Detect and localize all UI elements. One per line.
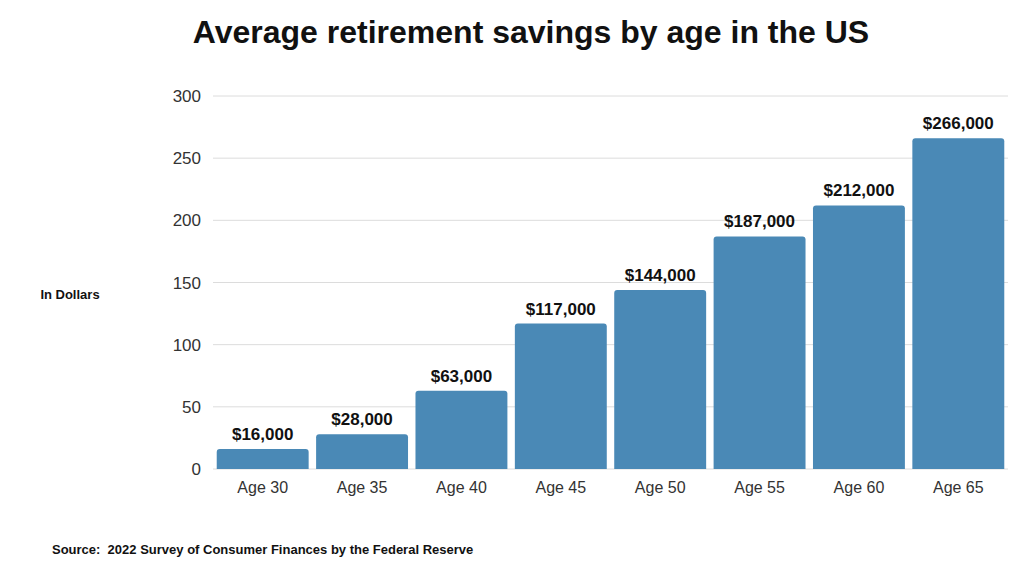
title: Average retirement savings by age in the… [193,14,869,50]
data-label: $16,000 [232,425,293,444]
source-note: Source: 2022 Survey of Consumer Finances… [52,542,473,557]
bars [217,138,1005,469]
data-label: $117,000 [526,300,596,319]
bar [912,138,1004,469]
x-tick-label: Age 45 [535,479,586,496]
data-label: $144,000 [625,266,696,285]
x-tick-label: Age 55 [734,479,785,496]
x-tick-label: Age 30 [237,479,288,496]
y-tick-label: 100 [173,336,201,355]
y-axis-label: In Dollars [40,287,99,302]
bar [813,205,905,469]
x-tick-label: Age 50 [635,479,686,496]
chart-container: Average retirement savings by age in the… [0,0,1024,580]
bar [217,449,309,469]
grid-line [213,158,1008,159]
bar [714,236,806,469]
data-label: $63,000 [431,367,492,386]
y-tick-label: 250 [173,149,201,168]
x-tick-label: Age 65 [933,479,984,496]
y-tick-label: 50 [182,398,201,417]
data-label: $28,000 [331,410,392,429]
y-tick-label: 300 [173,87,201,106]
data-label: $266,000 [923,114,994,133]
grid [213,96,1008,469]
bar [614,290,706,469]
x-tick-label: Age 60 [834,479,885,496]
bar [316,434,408,469]
y-tick-label: 0 [192,460,201,479]
grid-line [213,96,1008,97]
x-tick-label: Age 40 [436,479,487,496]
data-label: $187,000 [724,212,795,231]
data-label: $212,000 [823,181,894,200]
y-tick-label: 200 [173,211,201,230]
data-labels: $16,000 $28,000 $63,000 $117,000 $144,000 $18… [232,114,994,444]
y-tick-label: 150 [173,274,201,293]
bar [415,391,507,469]
bar [515,324,607,469]
chart-svg: Average retirement savings by age in the… [0,0,1024,580]
x-tick-label: Age 35 [337,479,388,496]
